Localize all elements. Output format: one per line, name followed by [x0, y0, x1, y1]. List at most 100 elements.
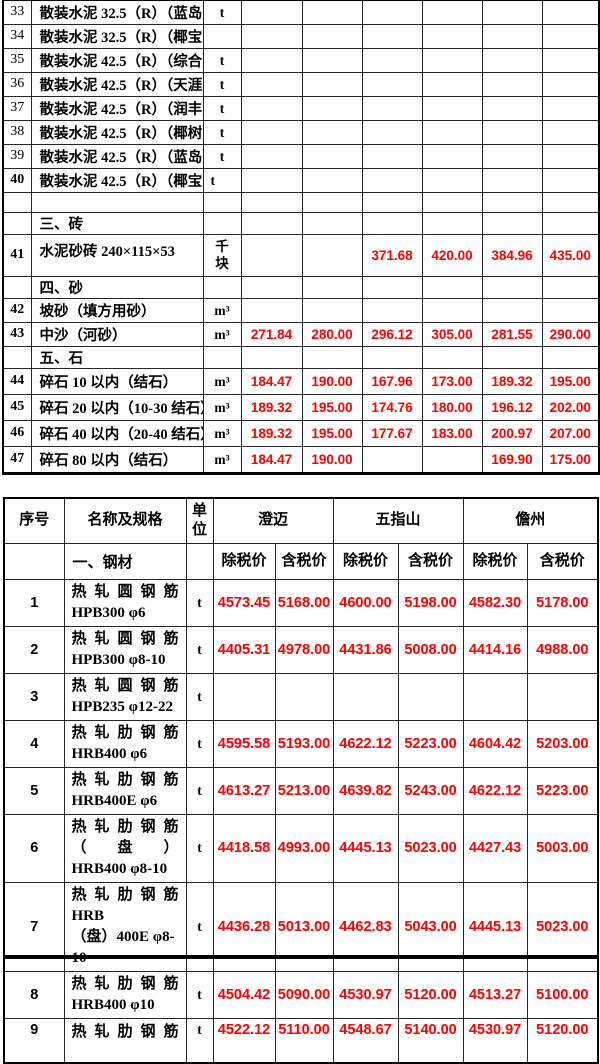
- price-cell: [481, 275, 543, 299]
- price-cell: 4522.12: [212, 1017, 276, 1064]
- empty-cell: [2, 191, 32, 213]
- unit-cell: t: [202, 143, 242, 169]
- price-cell: [301, 23, 363, 49]
- price-cell: [481, 0, 543, 25]
- row-number-cell: 43: [2, 321, 32, 347]
- unit-cell: m³: [202, 297, 242, 323]
- price-cell: [421, 119, 483, 145]
- header-unit: 单 位: [185, 497, 214, 544]
- material-name-cell: 碎石 10 以内（结石）: [30, 367, 204, 395]
- material-name-cell: 热 轧 肋 钢 筋: [63, 1017, 187, 1064]
- price-cell: 180.00: [421, 393, 483, 421]
- price-cell: 4405.31: [212, 625, 276, 674]
- price-cell: [361, 345, 423, 369]
- price-cell: 5168.00: [274, 578, 334, 627]
- header-seq: 序号: [3, 497, 65, 544]
- price-cell: [481, 345, 543, 369]
- price-cell: 5023.00: [397, 813, 464, 883]
- price-cell: [481, 119, 543, 145]
- price-cell: 183.00: [421, 419, 483, 447]
- price-cell: 4573.45: [212, 578, 276, 627]
- price-cell: [421, 23, 483, 49]
- unit-cell: t: [185, 719, 214, 768]
- price-cell: 420.00: [421, 233, 483, 277]
- material-row: 38 散装水泥 42.5（R）（椰树） t: [2, 119, 600, 145]
- price-cell: [240, 233, 303, 277]
- price-cell: 5198.00: [397, 578, 464, 627]
- section-row: 三、砖: [2, 211, 600, 235]
- price-cell: [301, 167, 363, 193]
- empty-cell: [202, 191, 242, 213]
- bottom-header-row: 序号 名称及规格 单 位 澄迈 五指山 儋州: [3, 497, 599, 544]
- price-cell: [274, 672, 334, 721]
- material-name-cell: 热 轧 肋 钢 筋 HRB400 φ6: [63, 719, 187, 768]
- header-price-ex-tax: 除税价: [332, 542, 399, 580]
- price-cell: [421, 95, 483, 121]
- price-cell: [541, 167, 600, 193]
- price-cell: [541, 71, 600, 97]
- unit-cell: t: [185, 672, 214, 721]
- header-name-spec: 名称及规格: [63, 497, 187, 544]
- price-cell: 305.00: [421, 321, 483, 347]
- row-number-cell: 41: [2, 233, 32, 277]
- row-number-cell: 9: [3, 1017, 65, 1064]
- section-label: 三、砖: [30, 211, 204, 235]
- empty-cell: [301, 191, 363, 213]
- unit-cell: m³: [202, 321, 242, 347]
- material-row: 46 碎石 40 以内（20-40 结石） m³ 189.32 195.00 177.67…: [2, 419, 600, 447]
- empty-cell: [481, 191, 543, 213]
- row-number-cell: 2: [3, 625, 65, 674]
- material-name-cell: 碎石 40 以内（20-40 结石）: [30, 419, 204, 447]
- price-cell: 5100.00: [526, 970, 599, 1019]
- price-cell: [240, 71, 303, 97]
- price-cell: [361, 167, 423, 193]
- price-cell: [301, 345, 363, 369]
- price-cell: [240, 275, 303, 299]
- price-cell: [301, 275, 363, 299]
- price-cell: 5008.00: [397, 625, 464, 674]
- price-cell: 189.32: [481, 367, 543, 395]
- price-cell: 5178.00: [526, 578, 599, 627]
- price-cell: [481, 23, 543, 49]
- price-cell: 5120.00: [526, 1017, 599, 1064]
- row-number-cell: 36: [2, 71, 32, 97]
- steel-row: 8 热 轧 肋 钢 筋 HRB400 φ10 t 4504.42 5090.00 4530.…: [3, 970, 599, 1019]
- price-cell: 190.00: [301, 367, 363, 395]
- unit-cell: t: [185, 766, 214, 815]
- price-cell: [421, 445, 483, 474]
- price-cell: [421, 297, 483, 323]
- unit-cell: m³: [202, 367, 242, 395]
- material-name-cell: 碎石 80 以内（结石）: [30, 445, 204, 474]
- steel-row: 1 热 轧 圆 钢 筋 HPB300 φ6 t 4573.45 5168.00 4600.0…: [3, 578, 599, 627]
- price-cell: 196.12: [481, 393, 543, 421]
- row-number-cell: 45: [2, 393, 32, 421]
- material-name-cell: 散装水泥 32.5（R）（椰宝）: [30, 23, 204, 49]
- material-name-line1: 热轧肋钢筋 HRB: [71, 886, 179, 924]
- unit-cell: t: [202, 47, 242, 73]
- price-cell: [541, 23, 600, 49]
- section-label: 四、砂: [30, 275, 204, 299]
- price-cell: 5110.00: [274, 1017, 334, 1064]
- unit-cell: [202, 23, 242, 49]
- material-name-cell: 热 轧 肋 钢 筋 HRB400E φ6: [63, 766, 187, 815]
- price-cell: 4622.12: [332, 719, 399, 768]
- price-cell: [541, 143, 600, 169]
- price-cell: 4530.97: [332, 970, 399, 1019]
- price-cell: 384.96: [481, 233, 543, 277]
- price-cell: 202.00: [541, 393, 600, 421]
- steel-row: 9 热 轧 肋 钢 筋 t 4522.12 5110.00 4548.67 5140.00 4…: [3, 1017, 599, 1064]
- price-cell: [541, 0, 600, 25]
- material-name-cell: 散装水泥 42.5（R）（润丰）: [30, 95, 204, 121]
- row-number-cell: 5: [3, 766, 65, 815]
- price-cell: 169.90: [481, 445, 543, 474]
- materials-price-table-upper: 33 散装水泥 32.5（R）（蓝岛） t 34 散装水泥 32.5（R）（椰宝） 35 散…: [2, 0, 600, 475]
- price-cell: [240, 119, 303, 145]
- price-cell: [240, 0, 303, 25]
- bottom-subheader-row: 一、钢材 除税价 含税价 除税价 含税价 除税价 含税价: [3, 542, 599, 580]
- material-spec-line2: （盘）400E φ8-10: [71, 928, 175, 966]
- row-number-cell: 37: [2, 95, 32, 121]
- price-cell: [301, 71, 363, 97]
- price-cell: [240, 297, 303, 323]
- header-price-ex-tax: 除税价: [462, 542, 528, 580]
